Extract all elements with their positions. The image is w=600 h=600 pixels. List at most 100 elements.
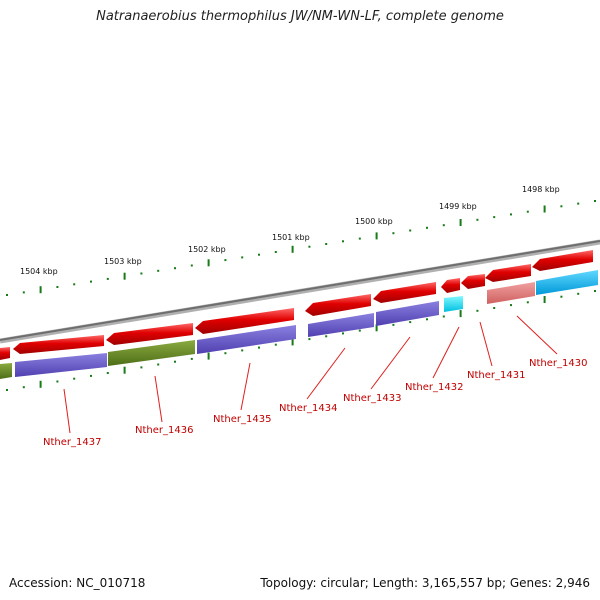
tick-top-29 xyxy=(493,216,496,219)
tick-bottom-13 xyxy=(224,352,227,355)
tick-top-27 xyxy=(459,219,462,226)
tick-top-28 xyxy=(476,218,479,221)
tick-bottom-6 xyxy=(106,372,109,374)
tick-top-31 xyxy=(526,210,529,213)
gene-arrow-10[interactable] xyxy=(532,250,593,271)
gene-arrow-5[interactable] xyxy=(305,294,371,316)
tick-top-18 xyxy=(308,245,311,248)
tick-top-5 xyxy=(90,280,92,283)
tick-top-30 xyxy=(510,213,512,216)
cds-box-7[interactable] xyxy=(444,296,463,312)
tick-bottom-5 xyxy=(90,374,92,377)
tick-top-1 xyxy=(22,291,25,294)
gene-arrow-2[interactable] xyxy=(13,335,104,354)
tick-bottom-14 xyxy=(241,349,244,352)
tick-top-22 xyxy=(375,232,378,240)
gene-arrow-4[interactable] xyxy=(195,308,294,334)
tick-bottom-23 xyxy=(392,323,395,326)
tick-bottom-27 xyxy=(459,310,462,318)
gene-label-nther-1432[interactable]: Nther_1432 xyxy=(405,382,463,393)
tick-bottom-3 xyxy=(56,380,59,383)
tick-bottom-9 xyxy=(157,363,160,366)
gene-label-nther-1433[interactable]: Nther_1433 xyxy=(343,393,401,404)
kbp-label-1500: 1500 kbp xyxy=(355,217,393,226)
tick-top-16 xyxy=(274,251,277,253)
tick-bottom-25 xyxy=(426,318,428,321)
cds-box-2[interactable] xyxy=(15,353,107,377)
gene-arrow-6[interactable] xyxy=(373,282,436,303)
tick-top-2 xyxy=(39,286,42,294)
tick-bottom-33 xyxy=(560,295,563,298)
gene-arrow-1[interactable] xyxy=(0,347,10,360)
tick-bottom-22 xyxy=(375,324,378,332)
tick-bottom-29 xyxy=(493,307,496,309)
accession-text: Accession: NC_010718 xyxy=(9,576,146,590)
cds-box-5[interactable] xyxy=(308,313,374,337)
tick-bottom-21 xyxy=(358,329,361,332)
cds-box-8[interactable] xyxy=(487,282,535,304)
tick-top-4 xyxy=(73,283,76,286)
tick-top-6 xyxy=(106,277,109,280)
tick-bottom-31 xyxy=(526,301,529,304)
kbp-label-1502: 1502 kbp xyxy=(188,245,226,254)
tick-bottom-15 xyxy=(258,346,260,349)
backbone xyxy=(0,239,600,344)
tick-bottom-10 xyxy=(174,360,176,363)
tick-bottom-2 xyxy=(39,380,42,388)
tick-top-21 xyxy=(358,237,361,240)
tick-top-20 xyxy=(342,240,344,243)
tick-bottom-28 xyxy=(476,309,479,312)
tick-top-13 xyxy=(224,259,227,262)
tick-bottom-20 xyxy=(342,332,344,335)
tick-bottom-18 xyxy=(308,338,311,341)
tick-top-23 xyxy=(392,232,395,235)
gene-label-nther-1431[interactable]: Nther_1431 xyxy=(467,370,525,381)
gene-label-nther-1435[interactable]: Nther_1435 xyxy=(213,414,271,425)
kbp-label-1501: 1501 kbp xyxy=(272,233,310,242)
tick-bottom-12 xyxy=(207,352,210,360)
kbp-label-1503: 1503 kbp xyxy=(104,257,142,266)
label-connectors xyxy=(63,315,558,434)
tick-bottom-30 xyxy=(510,304,512,307)
map-title: Natranaerobius thermophilus JW/NM-WN-LF,… xyxy=(96,9,504,24)
cds-box-4[interactable] xyxy=(197,325,296,354)
tick-bottom-17 xyxy=(291,338,294,346)
tick-top-24 xyxy=(409,229,412,232)
kbp-label-1498: 1498 kbp xyxy=(522,185,560,194)
gene-arrow-7[interactable] xyxy=(441,278,460,293)
tick-bottom-4 xyxy=(73,377,76,380)
tick-top-12 xyxy=(207,259,210,267)
gene-arrow-3[interactable] xyxy=(106,323,193,345)
ticks-top xyxy=(6,200,596,296)
tick-bottom-35 xyxy=(594,290,596,292)
tick-top-7 xyxy=(123,272,126,280)
kbp-label-1504: 1504 kbp xyxy=(20,267,58,276)
tick-top-3 xyxy=(56,286,59,288)
tick-top-9 xyxy=(157,269,160,272)
cds-box-6[interactable] xyxy=(376,301,439,326)
gene-label-nther-1430[interactable]: Nther_1430 xyxy=(529,358,587,369)
tick-top-19 xyxy=(325,243,328,245)
tick-bottom-11 xyxy=(190,357,193,360)
tick-top-25 xyxy=(426,226,428,229)
gene-arrows-top xyxy=(0,250,593,360)
tick-bottom-16 xyxy=(274,343,277,346)
cds-box-1[interactable] xyxy=(0,363,12,379)
tick-top-8 xyxy=(140,272,143,275)
tick-bottom-19 xyxy=(325,335,328,338)
gene-label-nther-1437[interactable]: Nther_1437 xyxy=(43,437,101,448)
tick-bottom-34 xyxy=(577,292,580,295)
gene-label-nther-1434[interactable]: Nther_1434 xyxy=(279,403,337,414)
tick-bottom-24 xyxy=(409,321,412,324)
tick-top-10 xyxy=(174,267,176,270)
tick-bottom-0 xyxy=(6,389,8,391)
gene-label-nther-1436[interactable]: Nther_1436 xyxy=(135,425,193,436)
tick-top-0 xyxy=(6,294,8,296)
cds-box-9[interactable] xyxy=(536,270,598,295)
kbp-label-1499: 1499 kbp xyxy=(439,202,477,211)
gene-arrow-9[interactable] xyxy=(485,264,531,282)
tick-bottom-7 xyxy=(123,366,126,374)
cds-box-3[interactable] xyxy=(108,340,195,366)
tick-bottom-8 xyxy=(140,366,143,369)
gene-arrow-8[interactable] xyxy=(461,274,485,289)
